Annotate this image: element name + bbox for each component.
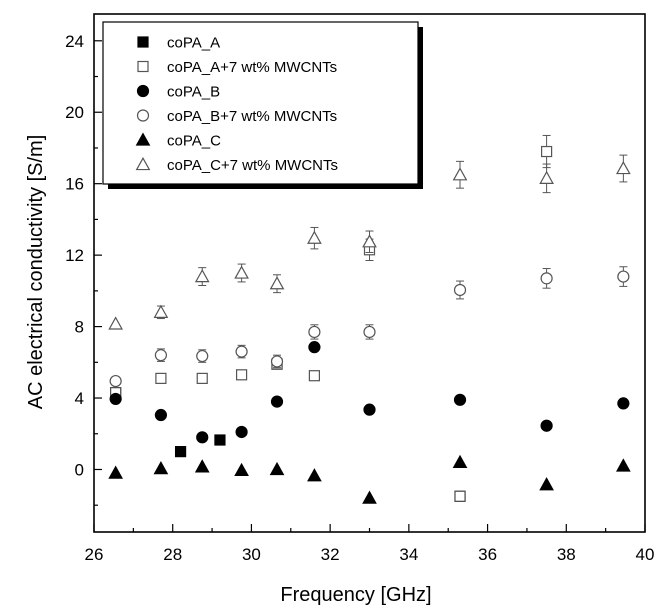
data-point	[153, 461, 169, 475]
data-point	[194, 269, 210, 283]
data-point	[308, 341, 321, 354]
y-tick-label: 8	[75, 318, 84, 337]
legend: coPA_A coPA_A+7 wt% MWCNTs coPA_B coPA_B+7 …	[102, 21, 423, 189]
data-point	[362, 234, 377, 248]
data-point	[616, 458, 631, 472]
data-point	[214, 434, 226, 446]
data-point	[235, 345, 248, 358]
data-point	[194, 459, 210, 473]
x-tick-label: 26	[85, 545, 104, 564]
data-point	[196, 372, 208, 384]
series-4	[109, 266, 630, 388]
y-tick-label: 24	[65, 32, 84, 51]
x-tick-label: 28	[163, 545, 182, 564]
data-point	[539, 477, 554, 491]
legend-marker	[137, 60, 149, 73]
data-point	[307, 230, 322, 244]
data-point	[617, 270, 630, 283]
legend-marker	[137, 36, 149, 48]
x-tick-label: 32	[321, 545, 340, 564]
series-3	[109, 341, 630, 444]
y-tick-label: 16	[65, 175, 84, 194]
data-point	[454, 490, 466, 502]
legend-label: coPA_A+7 wt% MWCNTs	[167, 59, 337, 76]
data-point	[108, 465, 123, 479]
data-point	[234, 462, 249, 477]
data-point	[154, 349, 168, 362]
legend-label: coPA_A	[167, 35, 220, 52]
legend-label: coPA_C	[167, 133, 221, 150]
plot-area: 26 28 30 32 34 36 38 40 0 4 8 12 16 20 24	[65, 13, 655, 564]
data-point	[307, 468, 322, 482]
data-point	[154, 408, 168, 422]
data-point	[153, 304, 169, 318]
data-point	[539, 170, 554, 184]
x-tick-label: 38	[557, 545, 576, 564]
data-point	[155, 372, 167, 384]
legend-marker	[136, 109, 150, 122]
y-tick-label: 12	[65, 246, 84, 265]
data-point	[109, 374, 122, 388]
x-tick-label: 30	[242, 545, 261, 564]
data-point	[269, 276, 285, 290]
legend-marker	[135, 156, 151, 171]
data-point	[234, 265, 249, 279]
y-tick-label: 4	[75, 389, 84, 408]
data-point	[541, 145, 553, 158]
data-point	[235, 425, 248, 439]
data-point	[270, 355, 284, 368]
data-point	[453, 393, 467, 406]
data-point	[108, 316, 123, 330]
data-point	[616, 160, 631, 175]
legend-box	[102, 21, 419, 185]
data-point	[308, 370, 320, 382]
data-point	[452, 454, 468, 468]
data-point	[269, 461, 285, 476]
data-point	[196, 349, 209, 363]
data-point	[174, 446, 187, 458]
data-point	[540, 272, 553, 285]
data-point	[362, 490, 377, 504]
legend-label: coPA_C+7 wt% MWCNTs	[167, 157, 338, 174]
legend-marker	[135, 132, 151, 146]
y-tick-label: 0	[75, 460, 84, 479]
legend-marker	[136, 84, 150, 98]
data-point	[452, 167, 468, 181]
data-point	[270, 395, 284, 408]
legend-label: coPA_B+7 wt% MWCNTs	[167, 108, 337, 125]
data-point	[453, 283, 467, 297]
data-point	[363, 403, 376, 416]
x-tick-label: 40	[636, 545, 655, 564]
x-axis-title: Frequency [GHz]	[280, 584, 431, 606]
data-point	[308, 325, 321, 339]
y-tick-label: 20	[65, 103, 84, 122]
series-5	[108, 454, 631, 504]
data-point	[617, 397, 630, 410]
x-tick-label: 34	[399, 545, 418, 564]
data-point	[540, 419, 553, 432]
data-point	[363, 325, 376, 339]
legend-label: coPA_B	[167, 84, 220, 101]
series-6	[108, 154, 631, 330]
data-point	[235, 369, 248, 381]
data-markers	[108, 134, 631, 504]
y-axis-title: AC electrical conductivity [S/m]	[25, 135, 47, 410]
data-point	[109, 392, 122, 406]
x-tick-label: 36	[478, 545, 497, 564]
data-point	[196, 431, 209, 444]
